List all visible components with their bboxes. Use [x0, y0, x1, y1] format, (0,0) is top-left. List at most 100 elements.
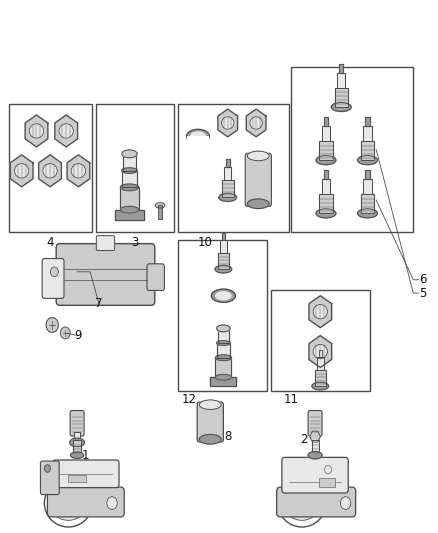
Bar	[74, 432, 80, 442]
FancyBboxPatch shape	[245, 154, 272, 206]
Bar	[361, 141, 374, 160]
Circle shape	[107, 497, 117, 510]
Bar	[177, 104, 289, 232]
Ellipse shape	[215, 265, 232, 273]
FancyBboxPatch shape	[96, 236, 115, 251]
FancyBboxPatch shape	[282, 457, 348, 493]
Bar	[226, 158, 230, 167]
Ellipse shape	[250, 117, 262, 129]
Bar	[324, 170, 328, 179]
Bar	[319, 194, 332, 213]
Bar	[120, 187, 139, 209]
Bar	[187, 136, 209, 144]
Ellipse shape	[247, 199, 269, 208]
Bar	[122, 171, 137, 187]
Text: 7: 7	[95, 297, 102, 310]
Bar	[361, 194, 374, 213]
Polygon shape	[218, 109, 237, 137]
Text: 10: 10	[198, 236, 212, 249]
Ellipse shape	[71, 452, 84, 458]
FancyBboxPatch shape	[308, 410, 322, 436]
Bar	[73, 440, 81, 455]
FancyBboxPatch shape	[53, 460, 119, 488]
Ellipse shape	[59, 124, 74, 138]
Bar	[272, 290, 370, 391]
Bar	[218, 328, 229, 343]
Polygon shape	[39, 155, 61, 187]
Polygon shape	[309, 336, 332, 368]
Ellipse shape	[14, 164, 29, 178]
Text: 2: 2	[300, 433, 308, 446]
Bar	[363, 126, 371, 141]
Bar	[335, 88, 348, 107]
Ellipse shape	[215, 374, 231, 380]
Ellipse shape	[212, 289, 235, 302]
Text: 3: 3	[131, 236, 139, 249]
FancyBboxPatch shape	[40, 461, 59, 495]
FancyBboxPatch shape	[56, 244, 155, 305]
Bar	[68, 475, 86, 482]
Ellipse shape	[357, 209, 378, 218]
Ellipse shape	[199, 400, 221, 409]
Bar	[365, 117, 370, 126]
Ellipse shape	[316, 209, 336, 218]
Ellipse shape	[191, 132, 205, 141]
Circle shape	[50, 267, 58, 277]
Ellipse shape	[199, 434, 221, 444]
Bar	[218, 253, 229, 269]
Bar	[317, 357, 324, 370]
Bar	[319, 194, 332, 213]
Polygon shape	[309, 296, 332, 328]
Ellipse shape	[43, 164, 57, 178]
FancyBboxPatch shape	[147, 264, 164, 290]
Bar	[96, 104, 174, 232]
Bar	[335, 88, 348, 107]
Bar	[222, 232, 225, 240]
Bar	[339, 63, 343, 72]
Polygon shape	[11, 155, 33, 187]
Bar	[215, 358, 231, 377]
FancyBboxPatch shape	[197, 402, 223, 442]
Polygon shape	[25, 115, 48, 147]
Bar	[363, 179, 371, 194]
Ellipse shape	[122, 168, 137, 173]
Bar	[120, 187, 139, 209]
Ellipse shape	[71, 164, 85, 178]
Bar	[322, 179, 330, 194]
Ellipse shape	[216, 341, 230, 345]
Ellipse shape	[222, 117, 234, 129]
Bar	[222, 180, 233, 197]
Bar	[319, 141, 332, 160]
Circle shape	[325, 465, 332, 474]
Bar	[319, 478, 335, 487]
FancyBboxPatch shape	[47, 487, 124, 517]
Text: 9: 9	[74, 329, 82, 342]
Text: 8: 8	[224, 430, 231, 443]
Circle shape	[46, 318, 58, 333]
Text: 11: 11	[283, 393, 299, 406]
Bar	[158, 205, 162, 219]
Text: 5: 5	[419, 287, 427, 300]
Ellipse shape	[316, 156, 336, 165]
Bar	[115, 209, 145, 220]
Bar	[317, 357, 324, 370]
Ellipse shape	[357, 156, 378, 165]
Bar	[226, 158, 230, 167]
Bar	[218, 253, 229, 269]
Bar	[324, 117, 328, 126]
FancyBboxPatch shape	[70, 410, 84, 436]
Bar	[115, 209, 145, 220]
Ellipse shape	[215, 355, 231, 361]
Bar	[318, 350, 322, 357]
Bar	[324, 117, 328, 126]
Bar	[318, 350, 322, 357]
Ellipse shape	[29, 124, 44, 138]
Bar	[337, 72, 346, 88]
Ellipse shape	[308, 451, 322, 459]
Ellipse shape	[217, 325, 230, 332]
Bar	[363, 179, 371, 194]
Ellipse shape	[216, 292, 231, 300]
Bar	[222, 180, 233, 197]
Ellipse shape	[283, 486, 321, 520]
Bar	[216, 343, 230, 358]
